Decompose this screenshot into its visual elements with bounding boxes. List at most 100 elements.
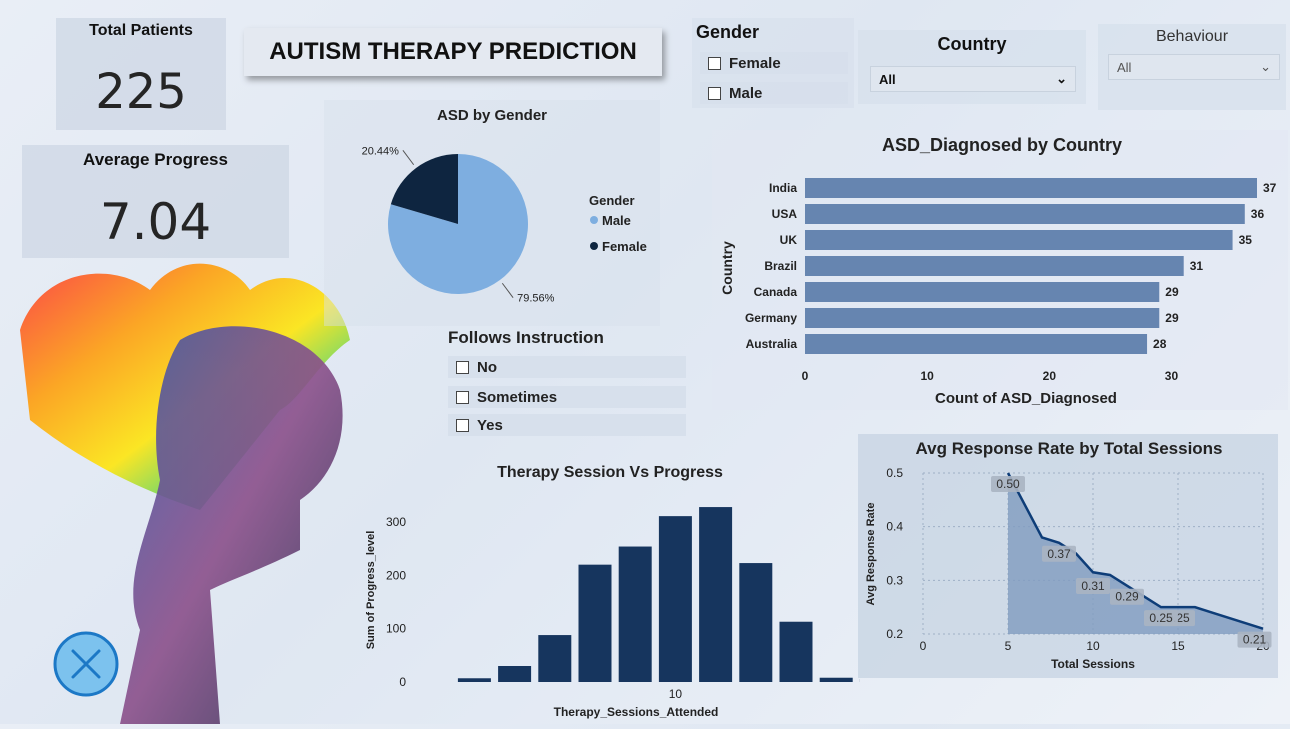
total-patients-card: Total Patients 225 (56, 18, 226, 130)
country-x-axis-label: Count of ASD_Diagnosed (935, 390, 1117, 407)
therapy-session-chart: Therapy Session Vs Progress Sum of Progr… (360, 456, 860, 724)
session-chart-title: Therapy Session Vs Progress (497, 464, 723, 481)
session-x-tick: 10 (669, 687, 683, 701)
asd-by-gender-panel: ASD by Gender 79.56%20.44% Gender Male F… (324, 100, 660, 326)
session-y-tick: 300 (386, 515, 406, 529)
dashboard-title: AUTISM THERAPY PREDICTION (244, 28, 662, 76)
checkbox[interactable] (708, 57, 721, 70)
country-data-label: 28 (1153, 337, 1167, 351)
session-y-tick: 100 (386, 622, 406, 636)
session-bar (739, 563, 772, 682)
country-tick-label: Australia (746, 337, 798, 351)
country-data-label: 37 (1263, 181, 1277, 195)
session-bar (659, 516, 692, 682)
response-y-tick: 0.5 (886, 466, 903, 480)
response-rate-chart: Avg Response Rate by Total Sessions Avg … (858, 434, 1278, 678)
country-tick-label: India (769, 181, 797, 195)
country-data-label: 36 (1251, 207, 1265, 221)
checkbox[interactable] (456, 361, 469, 374)
country-x-tick: 20 (1043, 369, 1057, 383)
asd-by-gender-chart: ASD by Gender 79.56%20.44% Gender Male F… (324, 100, 660, 326)
gender-option-female[interactable]: Female (700, 52, 848, 74)
session-bar (699, 507, 732, 682)
session-bar (498, 666, 531, 682)
behaviour-slicer: Behaviour All ⌄ (1098, 24, 1286, 110)
follows-option-yes[interactable]: Yes (448, 414, 686, 436)
country-tick-label: Brazil (764, 259, 797, 273)
average-progress-label: Average Progress (22, 150, 289, 170)
legend-marker-male (590, 216, 598, 224)
average-progress-card: Average Progress 7.04 (22, 145, 289, 258)
checkbox[interactable] (456, 391, 469, 404)
pie-title: ASD by Gender (437, 107, 547, 124)
response-x-tick: 5 (1005, 639, 1012, 653)
session-bar (780, 622, 813, 682)
response-data-label: 0.25 (1149, 611, 1173, 625)
country-slicer: Country All ⌄ (858, 30, 1086, 104)
follows-option-sometimes[interactable]: Sometimes (448, 386, 686, 408)
session-bar (458, 678, 491, 682)
response-x-tick: 15 (1171, 639, 1185, 653)
follows-instruction-title: Follows Instruction (448, 328, 604, 348)
pie-data-label: 20.44% (362, 145, 400, 157)
gender-slicer: Gender Female Male (692, 18, 854, 108)
response-y-tick: 0.2 (886, 627, 903, 641)
session-y-axis-label: Sum of Progress_level (365, 531, 377, 650)
country-tick-label: USA (772, 207, 798, 221)
country-data-label: 29 (1165, 285, 1179, 299)
country-bar (805, 282, 1159, 302)
country-tick-label: Canada (754, 285, 798, 299)
average-progress-value: 7.04 (22, 193, 289, 251)
country-tick-label: Germany (745, 311, 797, 325)
response-y-tick: 0.3 (886, 573, 903, 587)
session-bar (619, 547, 652, 682)
session-bar (538, 635, 571, 682)
total-patients-label: Total Patients (56, 22, 226, 40)
country-bar (805, 308, 1159, 328)
country-dropdown[interactable]: All ⌄ (870, 66, 1076, 92)
session-x-axis-label: Therapy_Sessions_Attended (554, 705, 719, 719)
gender-slicer-title: Gender (696, 22, 759, 43)
country-x-tick: 10 (920, 369, 934, 383)
therapy-session-panel: Therapy Session Vs Progress Sum of Progr… (360, 456, 860, 724)
total-patients-value: 225 (56, 64, 226, 120)
response-data-label: 0.29 (1115, 590, 1139, 604)
gender-option-male[interactable]: Male (700, 82, 848, 104)
country-bar (805, 334, 1147, 354)
checkbox[interactable] (456, 419, 469, 432)
country-data-label: 29 (1165, 311, 1179, 325)
country-chart-title: ASD_Diagnosed by Country (882, 135, 1122, 155)
country-bar (805, 230, 1233, 250)
session-y-tick: 200 (386, 568, 406, 582)
follows-instruction-slicer: Follows Instruction No Sometimes Yes (446, 324, 690, 436)
response-data-label: 0.21 (1243, 633, 1267, 647)
response-data-label: 0.50 (996, 477, 1020, 491)
country-data-label: 35 (1239, 233, 1253, 247)
chevron-down-icon: ⌄ (1056, 71, 1067, 87)
country-x-tick: 0 (802, 369, 809, 383)
session-y-tick: 0 (399, 675, 406, 689)
pie-legend-title: Gender (589, 193, 635, 208)
response-data-label: 0.31 (1081, 579, 1105, 593)
follows-option-no[interactable]: No (448, 356, 686, 378)
pie-legend-female: Female (602, 239, 647, 254)
session-bar (579, 565, 612, 682)
behaviour-slicer-title: Behaviour (1098, 28, 1286, 46)
response-y-axis-label: Avg Response Rate (865, 503, 877, 606)
legend-marker-female (590, 242, 598, 250)
country-y-axis-label: Country (719, 241, 735, 295)
behaviour-dropdown[interactable]: All ⌄ (1108, 54, 1280, 80)
session-bar (820, 678, 853, 682)
response-rate-panel: Avg Response Rate by Total Sessions Avg … (858, 434, 1278, 678)
pie-legend-male: Male (602, 213, 631, 228)
country-tick-label: UK (780, 233, 798, 247)
response-x-tick: 10 (1086, 639, 1100, 653)
country-bar (805, 204, 1245, 224)
country-bar (805, 178, 1257, 198)
chevron-down-icon: ⌄ (1260, 59, 1271, 75)
response-chart-title: Avg Response Rate by Total Sessions (915, 439, 1222, 458)
response-data-label: 0.37 (1047, 547, 1071, 561)
close-button[interactable] (52, 630, 120, 698)
checkbox[interactable] (708, 87, 721, 100)
country-slicer-title: Country (858, 34, 1086, 55)
